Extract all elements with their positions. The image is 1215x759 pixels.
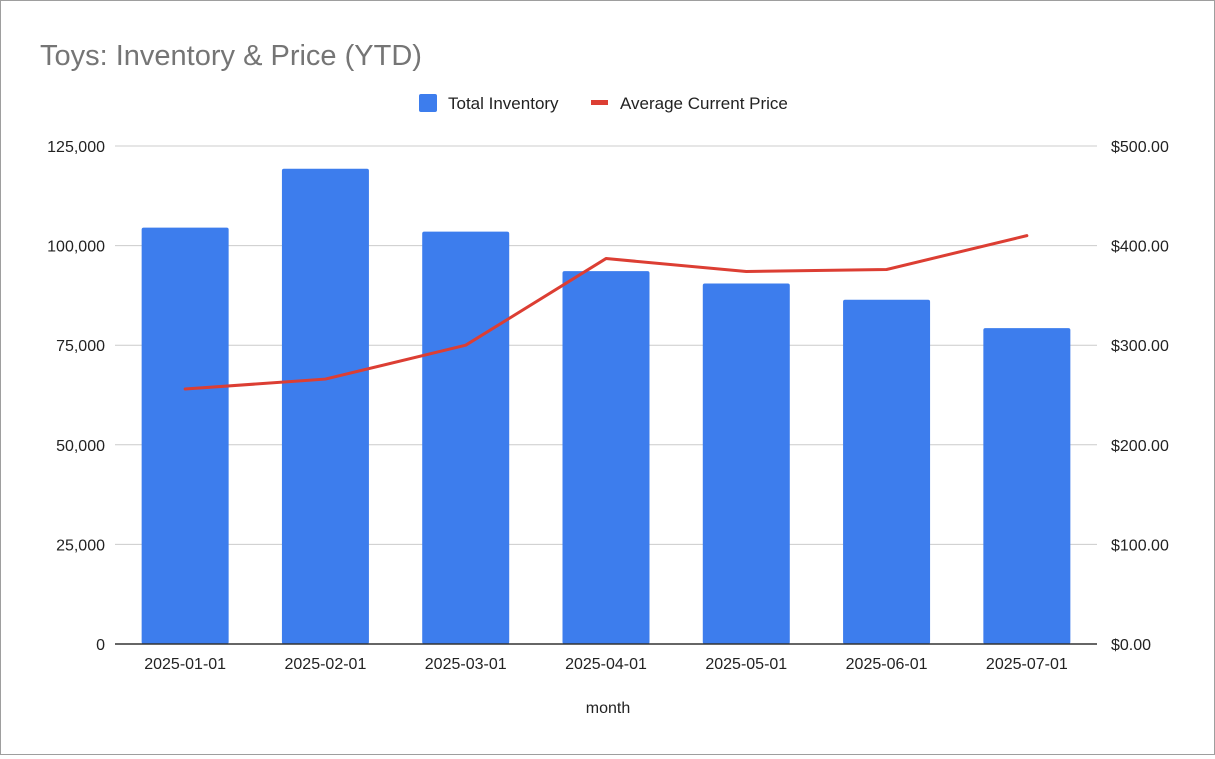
- x-axis-title: month: [586, 700, 630, 717]
- bar-2025-02-01: [281, 168, 369, 644]
- x-tick-label: 2025-06-01: [846, 656, 928, 673]
- legend-swatch-total-inventory: [419, 94, 437, 112]
- x-axis-ticks: 2025-01-01 2025-02-01 2025-03-01 2025-04-01…: [144, 656, 1068, 673]
- legend: Total Inventory Average Current Price: [419, 94, 788, 113]
- y2-tick-label: $400.00: [1111, 239, 1169, 256]
- x-tick-label: 2025-07-01: [986, 656, 1068, 673]
- legend-label-total-inventory: Total Inventory: [448, 94, 559, 113]
- y2-tick-label: $300.00: [1111, 338, 1169, 355]
- x-tick-label: 2025-02-01: [285, 656, 367, 673]
- bar-2025-07-01: [983, 328, 1071, 644]
- y2-tick-label: $200.00: [1111, 438, 1169, 455]
- chart-title: Toys: Inventory & Price (YTD): [40, 40, 422, 72]
- line-series: [183, 234, 1029, 391]
- bar-2025-04-01: [562, 271, 650, 644]
- right-axis-ticks: $0.00 $100.00 $200.00 $300.00 $400.00 $500.00: [1111, 139, 1169, 654]
- bar-2025-01-01: [141, 227, 229, 644]
- x-tick-label: 2025-03-01: [425, 656, 507, 673]
- bar-series: [141, 168, 1071, 644]
- bar-2025-05-01: [702, 283, 790, 644]
- y2-tick-label: $100.00: [1111, 537, 1169, 554]
- average-current-price-line: [183, 234, 1029, 391]
- x-tick-label: 2025-01-01: [144, 656, 226, 673]
- legend-label-average-current-price: Average Current Price: [620, 94, 788, 113]
- y-tick-label: 75,000: [56, 338, 105, 355]
- y-tick-label: 100,000: [47, 239, 105, 256]
- left-axis-ticks: 0 25,000 50,000 75,000 100,000 125,000: [47, 139, 105, 654]
- y2-tick-label: $0.00: [1111, 637, 1151, 654]
- y-tick-label: 0: [96, 637, 105, 654]
- y-tick-label: 125,000: [47, 139, 105, 156]
- bar-2025-06-01: [843, 299, 931, 644]
- y-tick-label: 50,000: [56, 438, 105, 455]
- legend-swatch-average-current-price: [591, 100, 608, 105]
- x-tick-label: 2025-04-01: [565, 656, 647, 673]
- y-tick-label: 25,000: [56, 537, 105, 554]
- y2-tick-label: $500.00: [1111, 139, 1169, 156]
- x-tick-label: 2025-05-01: [705, 656, 787, 673]
- bar-2025-03-01: [422, 231, 510, 644]
